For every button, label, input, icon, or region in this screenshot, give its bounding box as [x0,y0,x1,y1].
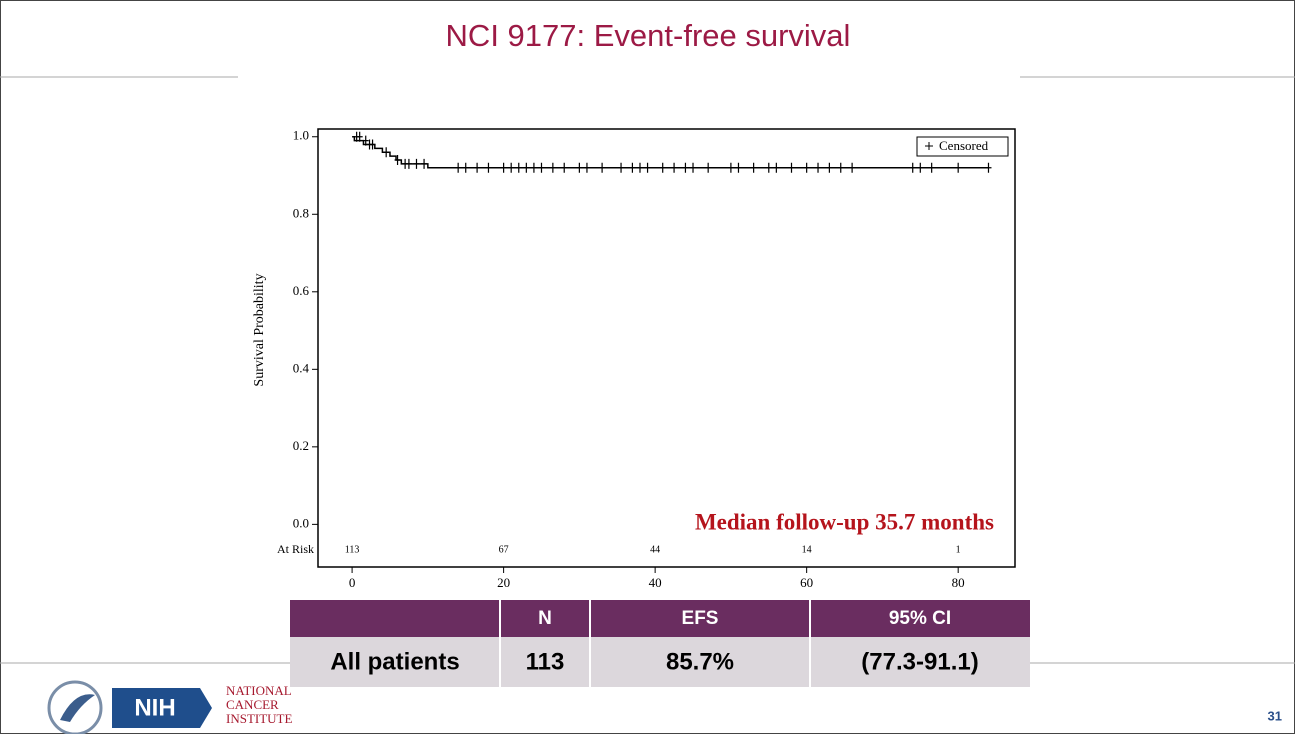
y-tick-label: 1.0 [293,128,309,143]
censor-mark [644,162,651,173]
censor-mark [394,155,401,166]
censor-mark [485,162,492,173]
y-tick-label: 0.8 [293,205,309,220]
at-risk-label: At Risk [277,542,314,556]
censor-mark [405,158,412,169]
slide-title: NCI 9177: Event-free survival [446,18,851,53]
nih-logo [112,688,212,728]
at-risk-count: 1 [956,544,961,555]
censor-mark [636,162,643,173]
at-risk-count: 14 [802,544,812,555]
censor-mark [508,162,515,173]
nci-logo-text: CANCER [226,697,279,712]
nci-logo-text: NATIONAL [226,683,292,698]
censor-mark [837,162,844,173]
censor-mark [659,162,666,173]
nci-logo-text: INSTITUTE [226,711,292,726]
censor-mark [826,162,833,173]
table-header-cell: EFS [682,608,719,629]
table-cell: 85.7% [666,648,734,675]
footer-logos: NIH NATIONAL CANCER INSTITUTE [47,680,292,734]
censor-mark [523,162,530,173]
table-cell: (77.3-91.1) [861,648,978,675]
y-tick-label: 0.0 [293,515,309,530]
censor-mark [383,147,390,158]
censor-mark [538,162,545,173]
censor-mark [750,162,757,173]
at-risk-count: 44 [650,544,660,555]
censor-mark [773,162,780,173]
censor-mark [682,162,689,173]
table-row [290,637,1030,687]
censor-mark [561,162,568,173]
censor-mark [599,162,606,173]
legend-box [916,136,1009,157]
censor-mark [917,162,924,173]
censor-mark [549,162,556,173]
censor-mark [515,162,522,173]
table-header-cell: 95% CI [889,608,951,629]
censor-mark [362,135,369,146]
y-tick-label: 0.4 [293,360,310,375]
censor-mark [421,158,428,169]
survival-curve [352,136,989,169]
censor-mark [849,162,856,173]
censor-mark [530,162,537,173]
hhs-logo [60,694,95,722]
censor-mark [462,162,469,173]
censor-mark [803,162,810,173]
legend-label: Censored [939,138,989,153]
censor-mark [955,162,962,173]
censor-mark [671,162,678,173]
annotation: Median follow-up 35.7 months [695,509,994,534]
censor-mark [788,162,795,173]
x-tick-label: 20 [497,575,510,590]
x-tick-label: 60 [800,575,813,590]
at-risk-count: 113 [345,544,360,555]
page-number: 31 [1268,708,1282,723]
censor-mark [909,162,916,173]
x-tick-label: 0 [349,575,356,590]
table-header [290,600,1030,637]
censor-mark [727,162,734,173]
legend: Censored [916,136,1009,157]
censor-mark [474,162,481,173]
hhs-logo [47,680,103,734]
censor-mark [629,162,636,173]
censor-mark [618,162,625,173]
censor-mark [765,162,772,173]
table-header-cell: N [538,608,552,629]
censor-mark [413,158,420,169]
at-risk-count: 67 [499,544,509,555]
censor-mark [356,131,363,142]
censor-mark [455,162,462,173]
x-tick-label: 80 [952,575,965,590]
x-tick-label: 40 [649,575,662,590]
table-cell: All patients [330,648,459,675]
y-tick-label: 0.2 [293,438,309,453]
censor-mark [369,139,376,150]
table: N EFS 95% CI All patients 113 85.7% (77.… [290,600,1030,687]
censor-mark [583,162,590,173]
plot-frame [317,128,1016,568]
censor-mark [690,162,697,173]
censor-mark [815,162,822,173]
table-cell: 113 [526,648,565,675]
censor-mark [928,162,935,173]
censor-mark [705,162,712,173]
y-tick-label: 0.6 [293,283,310,298]
y-axis-label: Survival Probability [252,273,267,386]
censor-mark [500,162,507,173]
censor-mark [735,162,742,173]
censor-mark [985,162,992,173]
censor-mark [576,162,583,173]
nih-logo-text: NIH [134,694,175,721]
